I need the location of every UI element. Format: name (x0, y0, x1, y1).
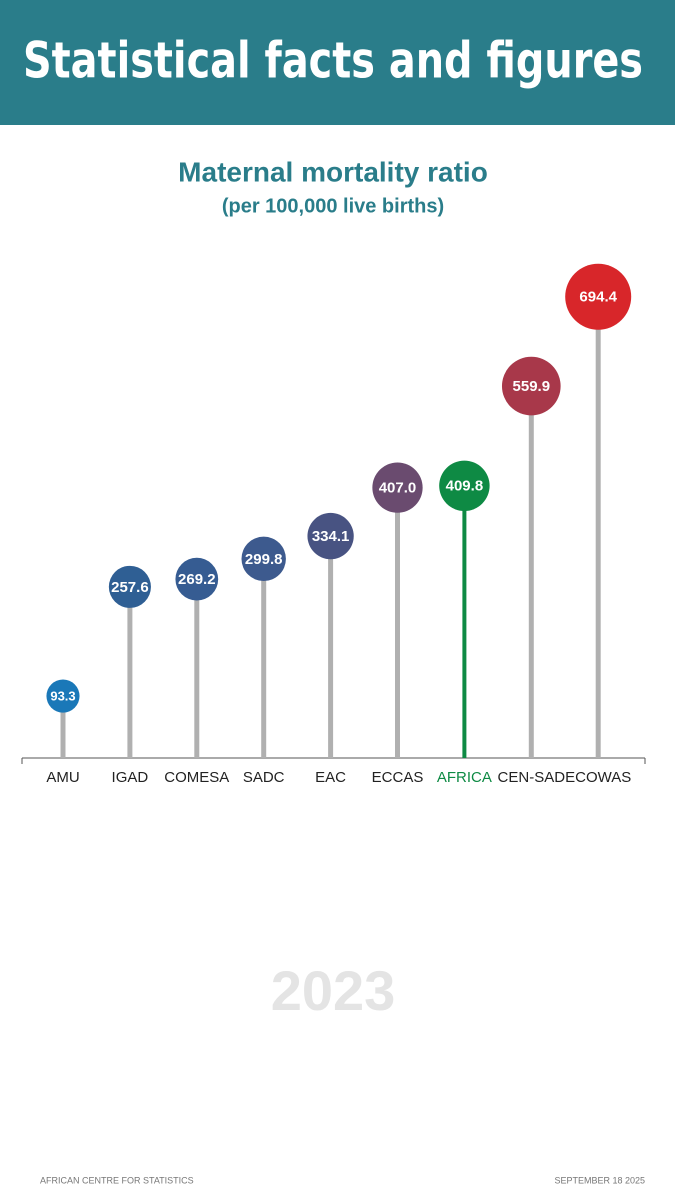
footer-left: AFRICAN CENTRE FOR STATISTICS (40, 1175, 194, 1185)
value-label: 409.8 (446, 478, 484, 495)
x-tick-label: CEN-SAD (498, 769, 566, 786)
dot (439, 460, 490, 511)
x-tick-label: IGAD (112, 769, 149, 786)
dot (307, 512, 354, 560)
x-tick-label: COMESA (164, 769, 229, 786)
x-tick-label: SADC (243, 769, 285, 786)
dot (241, 536, 286, 582)
dot (46, 679, 80, 713)
chart-title: Maternal mortality ratio (178, 156, 488, 187)
header-band (0, 0, 675, 125)
x-tick-label: AMU (46, 769, 79, 786)
dot (108, 565, 151, 608)
dot (175, 557, 219, 601)
x-tick-label: EAC (315, 769, 346, 786)
value-label: 334.1 (312, 528, 350, 545)
footer-right: SEPTEMBER 18 2025 (554, 1175, 645, 1185)
x-tick-label: ECOWAS (565, 769, 631, 786)
value-label: 93.3 (50, 688, 75, 703)
dot (372, 462, 423, 513)
year-watermark: 2023 (271, 959, 396, 1022)
header-title: Statistical facts and figures (23, 32, 643, 90)
dot (565, 263, 632, 330)
x-tick-label: ECCAS (372, 769, 424, 786)
value-label: 299.8 (245, 551, 283, 568)
chart-subtitle: (per 100,000 live births) (222, 195, 444, 217)
value-label: 269.2 (178, 571, 216, 588)
dot (501, 356, 561, 416)
value-label: 407.0 (379, 480, 417, 497)
value-label: 257.6 (111, 579, 149, 596)
value-label: 694.4 (579, 289, 617, 306)
value-label: 559.9 (513, 378, 551, 395)
x-tick-label: AFRICA (437, 769, 492, 786)
